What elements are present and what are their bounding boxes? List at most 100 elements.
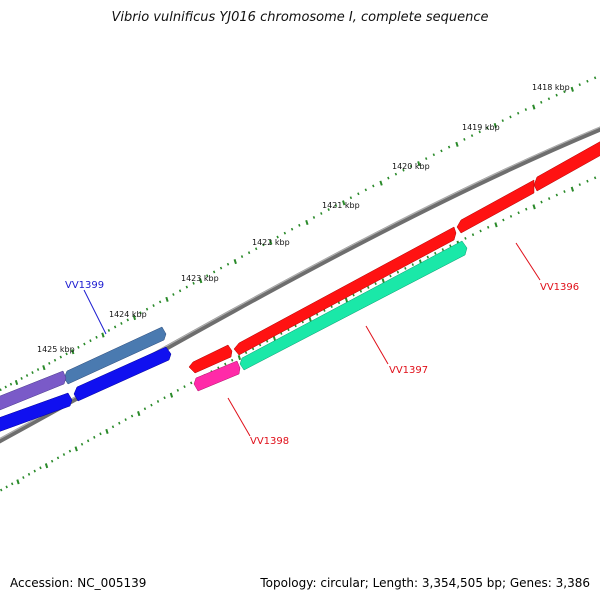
inner-ring-major-tick — [137, 411, 141, 417]
inner-ring-minor-tick — [563, 190, 566, 193]
inner-ring-minor-tick — [525, 207, 528, 211]
kbp-label-1418: 1418 kbp — [532, 83, 570, 92]
kbp-label-1421: 1421 kbp — [322, 201, 360, 210]
outer-ring-minor-tick — [0, 388, 2, 392]
inner-ring-minor-tick — [517, 211, 520, 215]
gene-vv1397-outer[interactable] — [233, 226, 457, 356]
gene-vv1397[interactable] — [239, 240, 468, 371]
outer-ring-minor-tick — [20, 377, 23, 380]
inner-ring-minor-tick — [586, 179, 589, 183]
outer-ring-major-tick — [71, 349, 75, 355]
outer-ring-minor-tick — [524, 108, 528, 111]
inner-ring-minor-tick — [93, 435, 96, 439]
inner-ring-major-tick — [169, 392, 174, 398]
outer-ring-minor-tick — [83, 342, 86, 346]
inner-ring-minor-tick — [150, 403, 153, 407]
outer-ring-minor-tick — [540, 100, 543, 104]
outer-ring-major-tick — [101, 332, 105, 338]
inner-ring-major-tick — [570, 186, 575, 192]
outer-ring-minor-tick — [192, 281, 195, 285]
gene-vv1396-segment-b[interactable] — [456, 179, 535, 234]
outer-ring-major-tick — [342, 200, 346, 206]
leader-vv1398 — [227, 397, 251, 437]
outer-tick-ring — [0, 76, 597, 392]
outer-ring-major-tick — [379, 180, 383, 186]
inner-ring-minor-tick — [62, 453, 66, 456]
outer-ring-minor-tick — [409, 164, 413, 168]
outer-ring-minor-tick — [65, 352, 68, 356]
outer-ring-major-tick — [570, 86, 574, 92]
outer-ring-major-tick — [305, 219, 309, 226]
outer-ring-minor-tick — [48, 361, 51, 365]
inner-ring-minor-tick — [118, 421, 121, 425]
inner-ring-minor-tick — [540, 200, 543, 204]
outer-ring-major-tick — [417, 161, 421, 167]
inner-ring-minor-tick — [124, 418, 127, 422]
inner-ring-minor-tick — [359, 289, 363, 293]
gene-blue-lower[interactable] — [0, 392, 73, 435]
outer-ring-minor-tick — [394, 172, 398, 176]
gene-vv1396-segment-a[interactable] — [533, 140, 600, 192]
inner-ring-minor-tick — [0, 488, 3, 492]
inner-ring-minor-tick — [27, 472, 31, 476]
inner-ring-minor-tick — [426, 255, 429, 259]
outer-ring-major-tick — [269, 239, 273, 245]
inner-ring-minor-tick — [130, 414, 134, 418]
outer-ring-minor-tick — [320, 212, 323, 215]
inner-ring-minor-tick — [396, 270, 400, 274]
outer-ring-minor-tick — [4, 385, 7, 389]
inner-ring-minor-tick — [258, 343, 262, 347]
outer-ring-major-tick — [198, 278, 203, 284]
outer-ring-minor-tick — [126, 318, 129, 322]
outer-ring-minor-tick — [212, 270, 216, 274]
outer-ring-minor-tick — [447, 145, 451, 149]
inner-ring-major-tick — [308, 316, 312, 322]
outer-ring-major-tick — [14, 379, 19, 386]
inner-ring-minor-tick — [389, 274, 392, 278]
gene-small-red[interactable] — [188, 344, 233, 374]
inner-ring-minor-tick — [99, 432, 102, 436]
kbp-label-1425: 1425 kbp — [37, 345, 75, 354]
outer-ring-major-tick — [493, 122, 497, 129]
outer-ring-minor-tick — [593, 76, 597, 80]
inner-ring-minor-tick — [80, 442, 84, 446]
inner-ring-major-tick — [494, 222, 498, 228]
inner-ring-minor-tick — [578, 183, 581, 187]
outer-ring-minor-tick — [312, 216, 316, 219]
inner-ring-minor-tick — [68, 449, 72, 453]
outer-ring-minor-tick — [158, 300, 162, 304]
inner-ring-minor-tick — [230, 358, 234, 362]
gene-blue-forward[interactable] — [73, 346, 172, 402]
outer-ring-minor-tick — [547, 97, 551, 101]
outer-ring-minor-tick — [226, 262, 230, 266]
leader-lines — [83, 242, 541, 437]
outer-ring-minor-tick — [563, 90, 566, 94]
kbp-label-1420: 1420 kbp — [392, 162, 430, 171]
outer-ring-minor-tick — [586, 79, 589, 83]
gene-purple[interactable] — [0, 370, 67, 414]
outer-ring-major-tick — [233, 259, 237, 265]
outer-ring-major-tick — [165, 296, 169, 302]
inner-ring-major-tick — [344, 297, 349, 303]
inner-ring-minor-tick — [39, 466, 42, 470]
outer-ring-minor-tick — [509, 115, 512, 119]
inner-ring-minor-tick — [5, 485, 8, 489]
inner-ring-minor-tick — [434, 251, 437, 255]
outer-ring-minor-tick — [463, 138, 466, 141]
inner-ring-major-tick — [105, 428, 109, 435]
outer-ring-minor-tick — [334, 204, 338, 207]
leader-vv1397 — [365, 325, 389, 365]
gene-vv1398[interactable] — [193, 360, 241, 392]
kbp-label-group: 1418 kbp 1419 kbp 1420 kbp 1421 kbp 1422… — [37, 83, 570, 354]
outer-ring-minor-tick — [206, 274, 209, 278]
outer-ring-major-tick — [42, 365, 46, 371]
inner-ring-minor-tick — [22, 476, 25, 479]
kbp-label-1422: 1422 kbp — [252, 238, 290, 247]
outer-ring-minor-tick — [387, 176, 390, 180]
inner-ring-minor-tick — [367, 286, 370, 289]
outer-ring-minor-tick — [432, 153, 436, 157]
inner-ring-minor-tick — [111, 425, 115, 429]
outer-ring-minor-tick — [298, 223, 301, 227]
inner-ring-minor-tick — [404, 266, 407, 270]
outer-ring-minor-tick — [262, 243, 265, 247]
